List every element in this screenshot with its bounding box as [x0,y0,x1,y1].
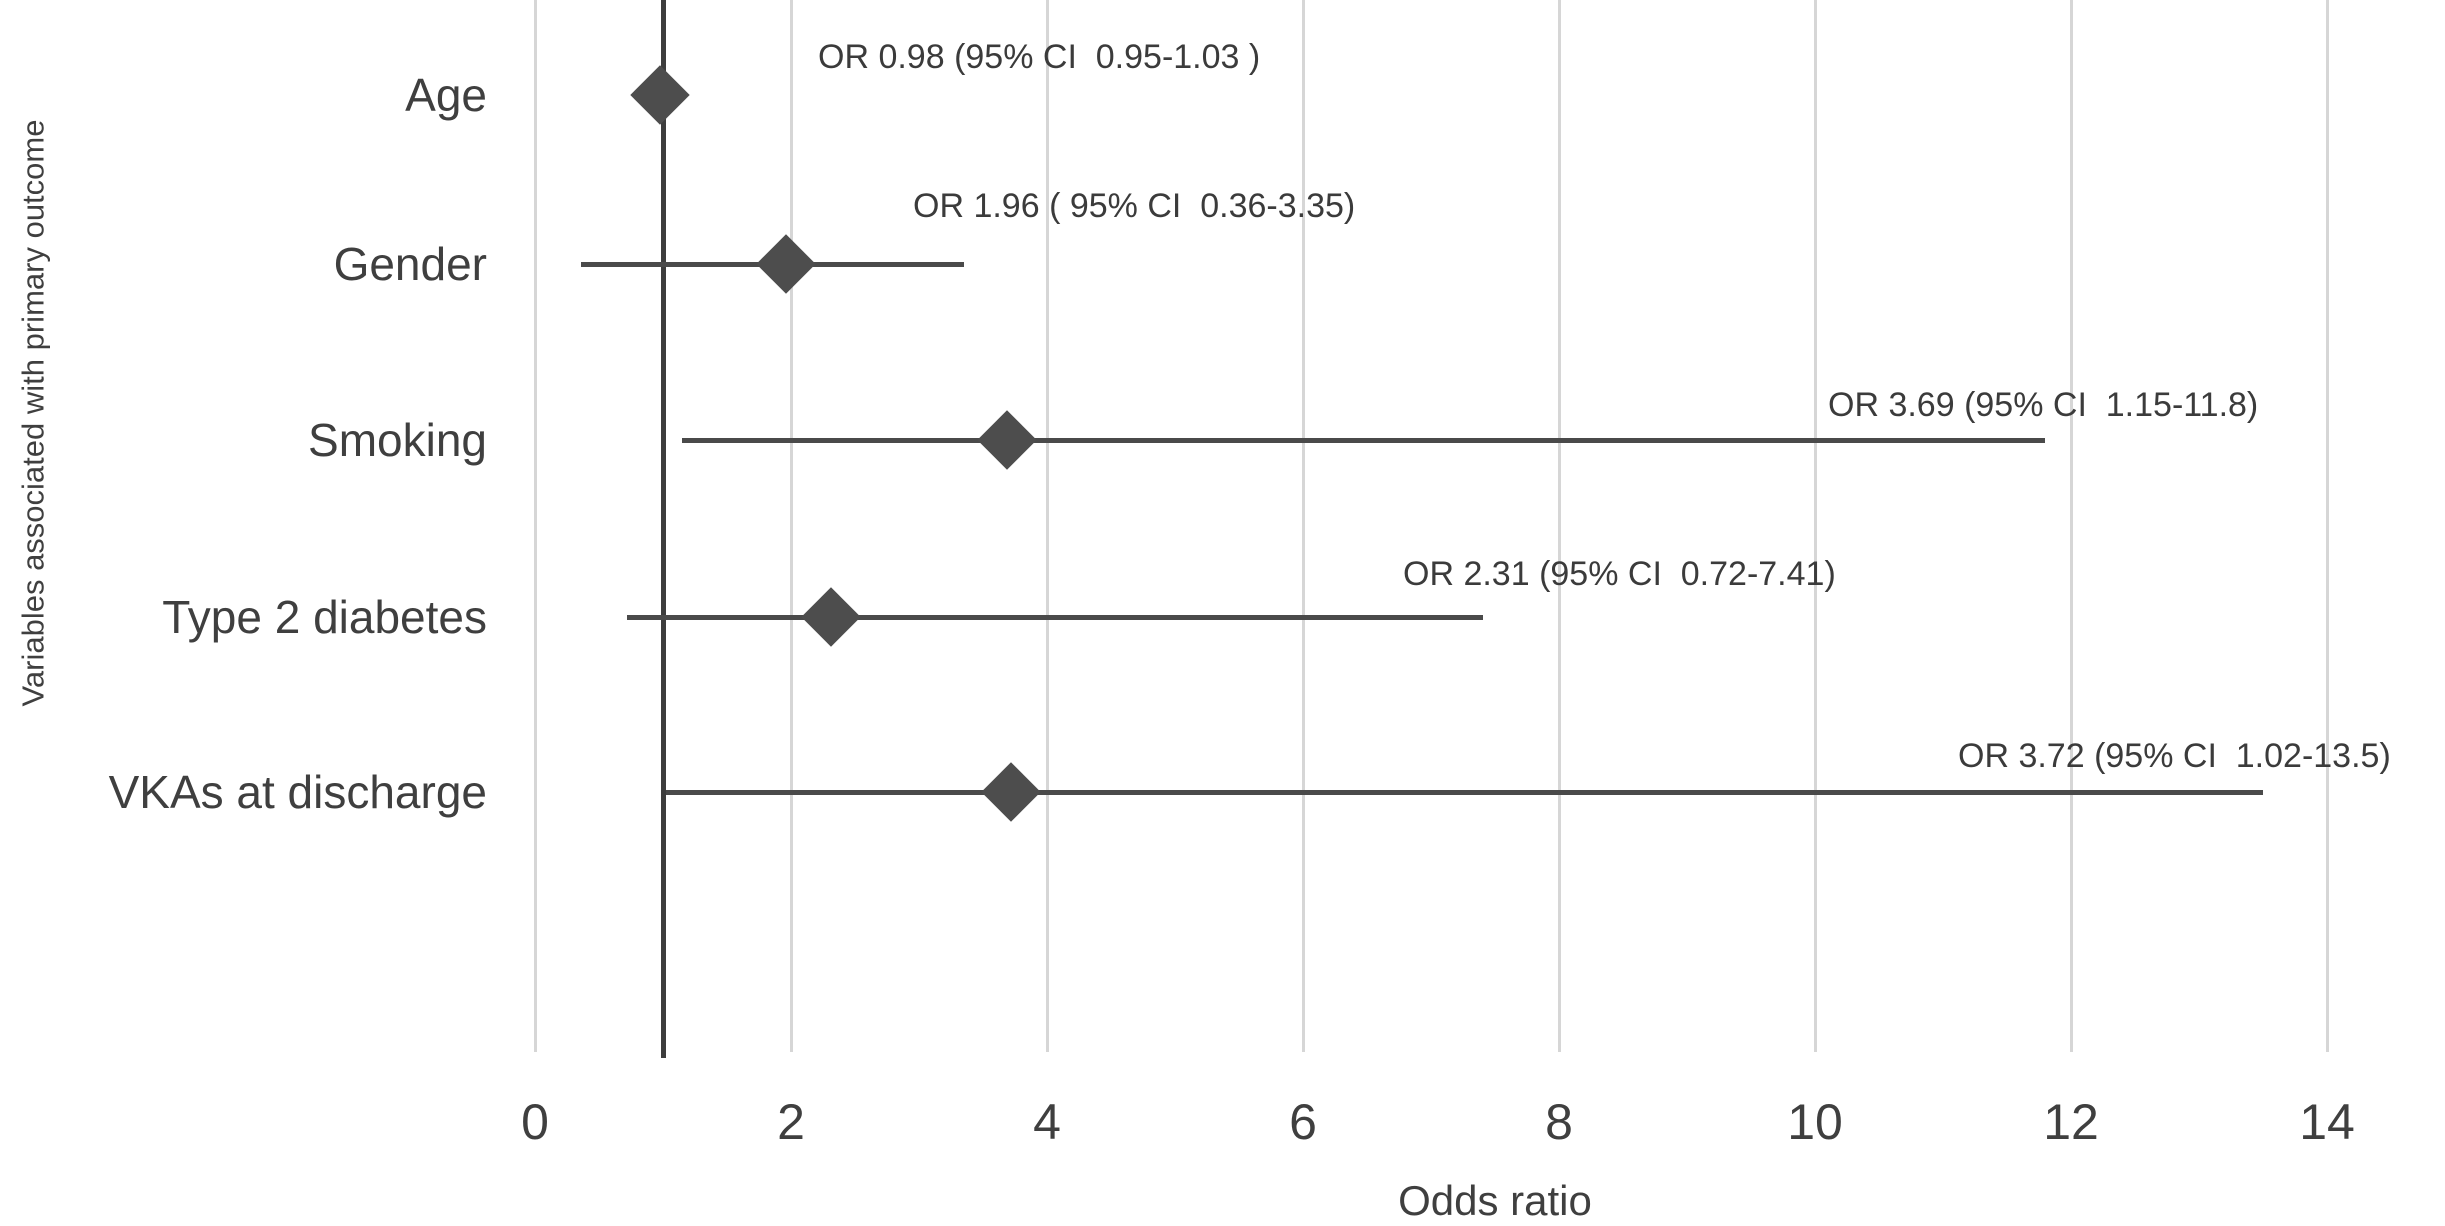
ci-line-type-2-diabetes [627,614,1484,620]
or-annotation: OR 3.72 (95% CI 1.02-13.5) [1958,737,2391,775]
x-tick-label-8: 8 [1545,1094,1573,1150]
gridline-x-14 [2325,0,2329,1052]
x-tick-label-4: 4 [1033,1094,1061,1150]
or-annotation: OR 3.69 (95% CI 1.15-11.8) [1828,386,2259,424]
gridline-x-6 [1301,0,1305,1052]
or-marker-vkas-at-discharge [981,762,1041,822]
x-tick-label-14: 14 [2299,1094,2355,1150]
y-axis-title: Variables associated with primary outcom… [15,119,51,707]
category-label: Age [405,69,487,121]
category-label: Gender [333,238,487,290]
ci-line-smoking [682,437,2046,443]
or-marker-age [630,65,691,125]
or-marker-type-2-diabetes [800,587,861,647]
x-tick-label-2: 2 [777,1094,805,1150]
gridline-x-2 [789,0,793,1052]
or-marker-gender [756,234,816,294]
gridline-x-4 [1045,0,1049,1052]
gridline-x-10 [1813,0,1817,1052]
or-marker-smoking [977,410,1038,470]
category-label: Smoking [308,414,487,466]
gridline-x-0 [533,0,537,1052]
gridline-x-12 [2069,0,2073,1052]
x-tick-label-10: 10 [1787,1094,1843,1150]
ci-line-vkas-at-discharge [665,789,2263,795]
x-tick-label-12: 12 [2043,1094,2099,1150]
x-tick-label-0: 0 [521,1094,549,1150]
or-annotation: OR 0.98 (95% CI 0.95-1.03 ) [818,38,1261,76]
or-annotation: OR 2.31 (95% CI 0.72-7.41) [1403,555,1836,593]
category-label: VKAs at discharge [108,766,487,818]
x-tick-label-6: 6 [1289,1094,1317,1150]
x-axis-title: Odds ratio [1398,1177,1592,1224]
or-annotation: OR 1.96 ( 95% CI 0.36-3.35) [913,187,1356,225]
gridline-x-8 [1557,0,1561,1052]
reference-line-or-1 [660,0,666,1058]
category-label: Type 2 diabetes [162,591,487,643]
